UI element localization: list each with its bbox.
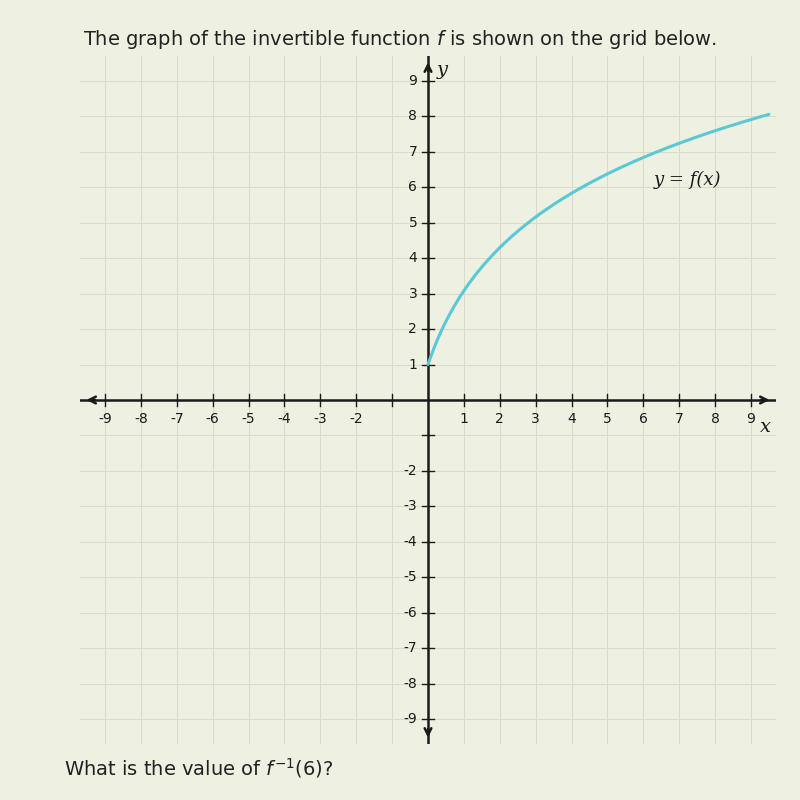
Text: x: x (760, 418, 770, 436)
Text: The graph of the invertible function $f$ is shown on the grid below.: The graph of the invertible function $f$… (83, 28, 717, 51)
Text: 9: 9 (746, 413, 755, 426)
Text: 5: 5 (409, 216, 418, 230)
Text: 1: 1 (408, 358, 418, 371)
Text: 4: 4 (409, 251, 418, 265)
Text: -6: -6 (403, 606, 418, 620)
Text: 6: 6 (639, 413, 648, 426)
Text: -9: -9 (403, 712, 418, 726)
Text: -4: -4 (404, 535, 418, 549)
Text: 2: 2 (495, 413, 504, 426)
Text: -2: -2 (350, 413, 363, 426)
Text: 6: 6 (408, 180, 418, 194)
Text: -7: -7 (404, 642, 418, 655)
Text: 3: 3 (409, 286, 418, 301)
Text: -4: -4 (278, 413, 291, 426)
Text: 9: 9 (408, 74, 418, 88)
Text: -6: -6 (206, 413, 220, 426)
Text: 2: 2 (409, 322, 418, 336)
Text: 1: 1 (459, 413, 468, 426)
Text: 7: 7 (409, 145, 418, 158)
Text: -3: -3 (404, 499, 418, 514)
Text: 7: 7 (674, 413, 683, 426)
Text: y: y (437, 62, 448, 79)
Text: y = f(x): y = f(x) (654, 171, 722, 190)
Text: 8: 8 (408, 110, 418, 123)
Text: -8: -8 (134, 413, 148, 426)
Text: What is the value of $f^{-1}(6)$?: What is the value of $f^{-1}(6)$? (64, 756, 334, 780)
Text: -8: -8 (403, 677, 418, 690)
Text: -5: -5 (404, 570, 418, 584)
Text: 4: 4 (567, 413, 576, 426)
Text: 8: 8 (710, 413, 719, 426)
Text: -5: -5 (242, 413, 255, 426)
Text: 3: 3 (531, 413, 540, 426)
Text: -2: -2 (404, 464, 418, 478)
Text: -3: -3 (314, 413, 327, 426)
Text: -9: -9 (98, 413, 112, 426)
Text: 5: 5 (603, 413, 612, 426)
Text: -7: -7 (170, 413, 184, 426)
